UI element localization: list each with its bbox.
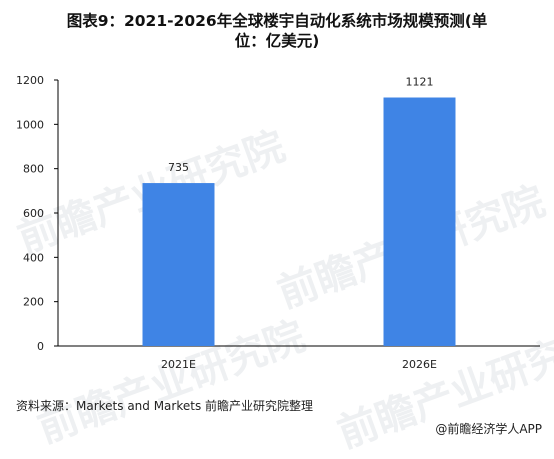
chart-page: 前瞻产业研究院 前瞻产业研究院 前瞻产业研究院 前瞻产业研究院 图表9：2021… (0, 11, 554, 457)
x-tick-label: 2026E (402, 358, 437, 371)
app-credit: @前瞻经济学人APP (435, 422, 542, 436)
x-tick-label: 2021E (161, 358, 196, 371)
y-tick-label: 200 (23, 296, 44, 309)
y-tick-label: 400 (23, 251, 44, 264)
bar-2026E (383, 97, 456, 347)
y-tick-label: 1000 (16, 118, 44, 131)
y-tick-label: 600 (23, 207, 44, 220)
bar-2021E (142, 183, 215, 346)
y-tick-label: 0 (37, 340, 44, 353)
data-label: 735 (168, 161, 189, 174)
source-note: 资料来源：Markets and Markets 前瞻产业研究院整理 (16, 399, 314, 413)
chart-title: 图表9：2021-2026年全球楼宇自动化系统市场规模预测(单 位：亿美元) (0, 11, 554, 51)
y-tick-label: 1200 (16, 74, 44, 87)
y-tick-label: 800 (23, 163, 44, 176)
chart-title-line2: 位：亿美元) (234, 32, 320, 50)
chart-title-line1: 图表9：2021-2026年全球楼宇自动化系统市场规模预测(单 (66, 12, 488, 30)
bar-chart: 0 200 400 600 800 1000 1200 735 2021E 1121 2026E (16, 74, 540, 371)
data-label: 1121 (406, 76, 434, 89)
